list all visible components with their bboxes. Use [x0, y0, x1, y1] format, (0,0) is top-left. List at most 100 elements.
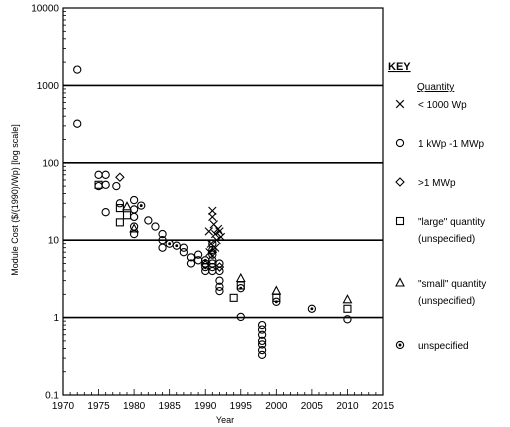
data-point-o [257, 336, 267, 346]
data-point-x [204, 227, 213, 236]
data-point-dotcircle [201, 256, 210, 265]
data-point-o [115, 199, 125, 208]
x-tick-label: 2005 [301, 401, 324, 412]
key-marker-diamond [395, 177, 405, 187]
x-tick-label: 1995 [230, 401, 253, 412]
key-quantity-heading: Quantity [417, 82, 454, 93]
data-point-o [257, 340, 267, 349]
data-point-square [229, 293, 238, 302]
data-point-o [208, 250, 217, 259]
x-tick-label: 1975 [87, 401, 110, 412]
plot-layer: 0.1 1 10 100 1000 10000 1970 1975 1980 1985 1990 19… [31, 4, 394, 413]
data-point-square [343, 304, 352, 313]
data-point-o [112, 181, 121, 191]
data-point-o [101, 208, 110, 217]
key-marker-dotcircle [395, 340, 405, 350]
x-tick-label: 2015 [372, 401, 395, 412]
y-tick-label: 0.1 [45, 391, 59, 402]
key-entry-label: (unspecified) [418, 296, 475, 307]
data-point-o [186, 259, 196, 268]
y-axis-label: Module Cost ($/(1990)/Wp) [log scale] [10, 124, 20, 276]
data-point-x [213, 224, 223, 234]
data-point-o [257, 320, 267, 330]
data-point-dotcircle [172, 241, 181, 250]
data-point-x [216, 232, 226, 242]
data-point-o [144, 216, 153, 225]
y-tick-label: 10000 [31, 4, 59, 15]
data-point-x [212, 236, 221, 245]
data-point-triangle [235, 272, 246, 283]
data-point-x [208, 206, 217, 215]
plot-frame [62, 7, 384, 396]
y-tick-label: 100 [42, 158, 59, 169]
data-point-o [215, 282, 224, 291]
x-tick-label: 1990 [194, 401, 217, 412]
data-point-o [101, 170, 110, 179]
y-tick-label: 10 [48, 236, 60, 247]
key-entry-label: < 1000 Wp [418, 100, 467, 111]
data-point-o [257, 345, 267, 355]
key-title: KEY [388, 61, 411, 73]
data-point-o [257, 350, 267, 360]
data-point-o [129, 212, 139, 222]
data-point-triangle [129, 223, 140, 233]
data-point-dotcircle [307, 304, 317, 313]
data-point-dotcircle [165, 239, 174, 248]
data-point-square [115, 218, 124, 227]
data-point-dotcircle [272, 297, 281, 306]
data-point-o [129, 229, 139, 239]
data-point-triangle [342, 294, 353, 304]
data-point-o [73, 65, 82, 74]
data-point-o [129, 205, 139, 214]
key-entry-label: "large" quantity [418, 217, 485, 228]
data-point-dotcircle [137, 201, 146, 210]
data-point-o [94, 170, 103, 179]
data-point-o [215, 286, 224, 296]
x-tick-label: 2010 [336, 401, 359, 412]
x-tick-label: 1970 [52, 401, 75, 412]
y-tick-label: 1 [53, 313, 59, 324]
key-entry-label: >1 MWp [418, 178, 456, 189]
data-point-o [236, 312, 245, 322]
data-point-o [151, 222, 160, 231]
data-point-o [257, 330, 267, 339]
data-point-square [122, 211, 132, 220]
key-entry-label: 1 kWp -1 MWp [418, 139, 485, 150]
key-entry-label: (unspecified) [418, 234, 475, 245]
data-point-o [208, 245, 217, 255]
data-point-triangle [271, 285, 282, 295]
data-point-o [208, 239, 217, 248]
y-tick-label: 1000 [37, 81, 60, 92]
key-entry-label: unspecified [418, 341, 469, 352]
data-point-o [158, 243, 167, 252]
key-legend: < 1000 Wp 1 kWp -1 MWp >1 MWp "large" quant… [395, 99, 486, 352]
key-marker-x [395, 99, 405, 109]
data-point-o [257, 325, 267, 334]
data-point-diamond [214, 262, 225, 272]
x-tick-label: 2000 [265, 401, 288, 412]
data-point-dotcircle [236, 284, 245, 293]
data-point-diamond [200, 260, 211, 270]
data-point-o [186, 253, 196, 262]
data-point-o [129, 195, 139, 205]
data-point-square [94, 180, 103, 189]
data-point-diamond [207, 247, 218, 257]
key-marker-o [395, 138, 405, 148]
data-point-o [179, 248, 189, 257]
data-point-o [193, 250, 203, 259]
data-point-o [101, 180, 110, 189]
data-point-triangle [122, 201, 132, 211]
data-point-o [215, 276, 224, 285]
data-point-o [343, 315, 352, 324]
x-tick-label: 1985 [159, 401, 182, 412]
key-entry-label: "small" quantity [418, 279, 486, 290]
x-tick-label: 1980 [123, 401, 146, 412]
key-marker-triangle [395, 277, 405, 287]
data-point-x [208, 212, 217, 222]
data-point-o [215, 266, 224, 276]
key-marker-square [395, 216, 405, 226]
x-axis-label: Year [216, 415, 234, 425]
data-point-x [215, 227, 224, 236]
data-point-o [158, 229, 167, 239]
